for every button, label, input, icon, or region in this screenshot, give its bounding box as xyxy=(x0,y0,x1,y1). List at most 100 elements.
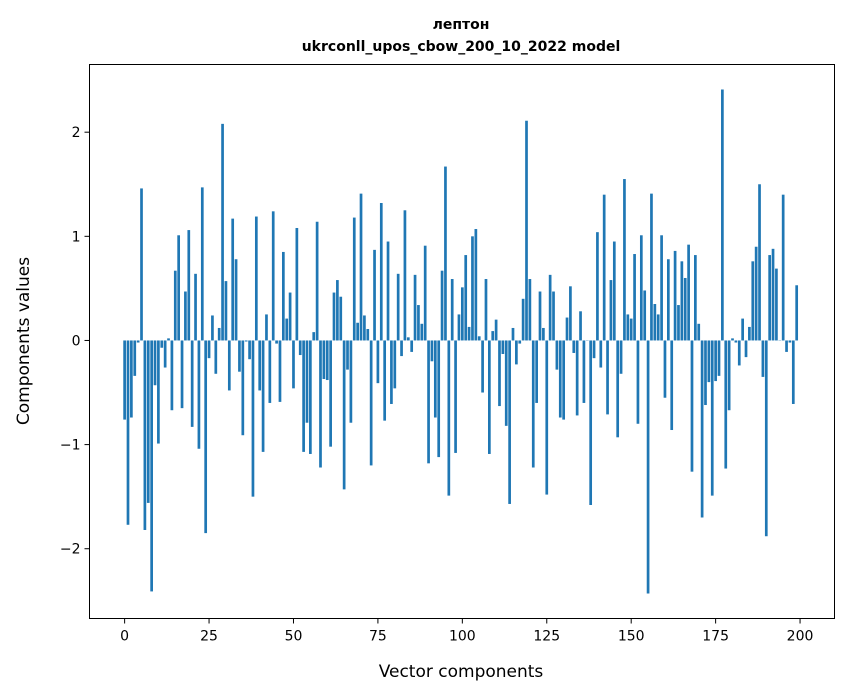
bar-138 xyxy=(589,340,592,505)
bar-66 xyxy=(346,340,349,369)
bar-153 xyxy=(640,235,643,340)
bar-45 xyxy=(275,340,278,343)
bar-141 xyxy=(599,340,602,367)
bar-146 xyxy=(616,340,619,437)
bar-98 xyxy=(454,340,457,452)
bar-78 xyxy=(387,242,390,341)
bar-175 xyxy=(714,340,717,381)
bar-5 xyxy=(140,188,143,340)
bar-128 xyxy=(556,340,559,369)
bar-56 xyxy=(312,332,315,340)
bar-54 xyxy=(306,340,309,422)
chart-subtitle: ukrconll_upos_cbow_200_10_2022 model xyxy=(302,39,621,55)
bar-52 xyxy=(299,340,302,355)
x-tick-label: 125 xyxy=(533,629,560,645)
bar-9 xyxy=(154,340,157,385)
bar-171 xyxy=(701,340,704,517)
bar-91 xyxy=(431,340,434,361)
y-tick-label: 1 xyxy=(72,229,81,245)
bar-152 xyxy=(637,340,640,423)
bar-11 xyxy=(160,340,163,347)
bar-187 xyxy=(755,247,758,341)
bar-126 xyxy=(549,275,552,341)
bar-59 xyxy=(323,340,326,379)
bar-122 xyxy=(535,340,538,402)
bar-43 xyxy=(268,340,271,402)
bar-97 xyxy=(451,279,454,340)
x-tick-label: 150 xyxy=(618,629,645,645)
x-tick-label: 75 xyxy=(369,629,387,645)
bar-44 xyxy=(272,211,275,340)
bar-35 xyxy=(241,340,244,435)
bar-108 xyxy=(488,340,491,454)
bar-96 xyxy=(447,340,450,495)
bar-107 xyxy=(485,279,488,340)
bar-186 xyxy=(751,261,754,340)
x-tick-label: 25 xyxy=(200,629,218,645)
bar-26 xyxy=(211,315,214,340)
bar-85 xyxy=(410,340,413,351)
bar-144 xyxy=(610,280,613,340)
bar-112 xyxy=(502,340,505,354)
bar-145 xyxy=(613,242,616,341)
bar-23 xyxy=(201,187,204,340)
bar-162 xyxy=(670,340,673,430)
bar-28 xyxy=(218,328,221,340)
bar-70 xyxy=(360,194,363,341)
bar-15 xyxy=(174,271,177,341)
bar-166 xyxy=(684,278,687,340)
bar-61 xyxy=(329,340,332,446)
bar-33 xyxy=(235,259,238,340)
bar-30 xyxy=(225,281,228,340)
bar-87 xyxy=(417,305,420,340)
bar-190 xyxy=(765,340,768,536)
bar-189 xyxy=(762,340,765,376)
y-tick-label: 2 xyxy=(72,125,81,141)
bar-27 xyxy=(214,340,217,373)
bar-131 xyxy=(566,318,569,341)
bar-88 xyxy=(420,324,423,341)
y-tick-label: −2 xyxy=(60,542,81,558)
bar-125 xyxy=(545,340,548,494)
bar-39 xyxy=(255,217,258,341)
bar-2 xyxy=(130,340,133,417)
bar-14 xyxy=(171,340,174,410)
bar-184 xyxy=(745,340,748,357)
bar-139 xyxy=(593,340,596,358)
bar-110 xyxy=(495,320,498,341)
bar-18 xyxy=(184,292,187,341)
bar-13 xyxy=(167,338,170,340)
bar-183 xyxy=(741,319,744,341)
bar-64 xyxy=(339,297,342,341)
bar-99 xyxy=(458,314,461,340)
bar-10 xyxy=(157,340,160,443)
bar-198 xyxy=(792,340,795,404)
bar-155 xyxy=(647,340,650,593)
bar-82 xyxy=(400,340,403,356)
bar-80 xyxy=(393,340,396,388)
bar-130 xyxy=(562,340,565,419)
bar-24 xyxy=(204,340,207,533)
bar-46 xyxy=(279,340,282,401)
x-tick-label: 200 xyxy=(787,629,814,645)
bar-68 xyxy=(353,218,356,341)
bar-77 xyxy=(383,340,386,420)
bar-178 xyxy=(724,340,727,468)
bar-143 xyxy=(606,340,609,414)
bar-135 xyxy=(579,311,582,340)
bar-21 xyxy=(194,274,197,341)
bar-0 xyxy=(123,340,126,419)
bar-73 xyxy=(370,340,373,465)
bar-148 xyxy=(623,179,626,340)
bar-158 xyxy=(657,314,660,340)
bar-160 xyxy=(664,340,667,397)
bar-6 xyxy=(144,340,147,530)
bar-169 xyxy=(694,255,697,340)
y-axis-label: Components values xyxy=(14,257,34,425)
bar-182 xyxy=(738,340,741,365)
bar-111 xyxy=(498,340,501,406)
bar-48 xyxy=(285,319,288,341)
bar-20 xyxy=(191,340,194,426)
bar-164 xyxy=(677,305,680,340)
bar-38 xyxy=(252,340,255,496)
